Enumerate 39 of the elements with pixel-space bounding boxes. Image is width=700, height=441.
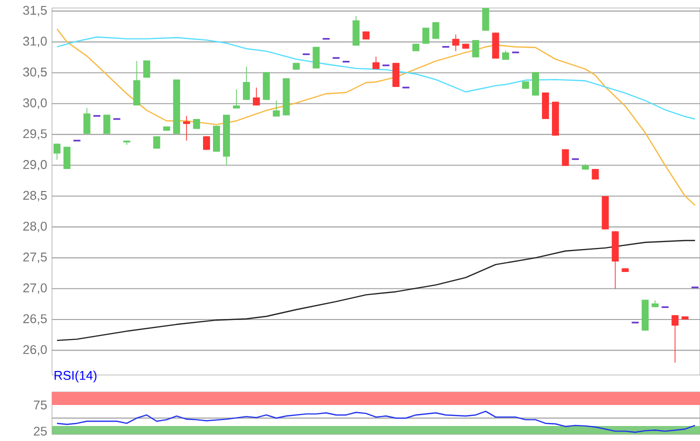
candlestick: [422, 27, 430, 44]
y-tick-label: 26,0: [23, 345, 47, 356]
y-tick-label: 28,0: [23, 222, 47, 232]
line-series: [56, 240, 696, 342]
candlestick: [432, 22, 440, 40]
line-series: [56, 36, 696, 120]
candlestick: [312, 46, 320, 69]
candlestick: [372, 56, 380, 70]
chart-title: RSI(14): [54, 370, 96, 382]
y-tick-label: 75: [34, 400, 47, 410]
candlestick: [193, 118, 200, 130]
line-series: [56, 28, 696, 206]
candlestick: [472, 40, 480, 58]
candlestick: [242, 66, 250, 100]
candlestick: [232, 89, 240, 109]
candlestick: [672, 314, 679, 364]
candlestick: [532, 72, 539, 96]
candlestick: [103, 114, 110, 134]
y-tick-label: 27,0: [23, 283, 47, 294]
candlestick: [63, 146, 70, 170]
y-tick-label: 25: [34, 426, 47, 436]
candlestick: [272, 100, 280, 117]
candlestick: [203, 136, 210, 150]
candlestick: [183, 116, 190, 142]
candlestick: [252, 87, 260, 106]
y-tick-label: 28,5: [23, 190, 47, 202]
candlestick: [482, 8, 490, 32]
y-tick-label: 27,5: [23, 252, 47, 264]
candlestick: [562, 148, 569, 166]
y-tick-label: 30,0: [23, 98, 47, 109]
candlestick: [54, 143, 60, 160]
y-tick-label: 29,5: [23, 129, 47, 140]
y-tick-label: 31,5: [23, 6, 47, 16]
y-tick-label: 30,5: [23, 68, 47, 78]
candlestick: [83, 108, 90, 134]
y-tick-label: 31,0: [23, 36, 47, 48]
y-tick-label: 29,0: [23, 160, 47, 171]
y-tick-label: 26,5: [23, 314, 47, 325]
candlestick: [502, 50, 510, 60]
